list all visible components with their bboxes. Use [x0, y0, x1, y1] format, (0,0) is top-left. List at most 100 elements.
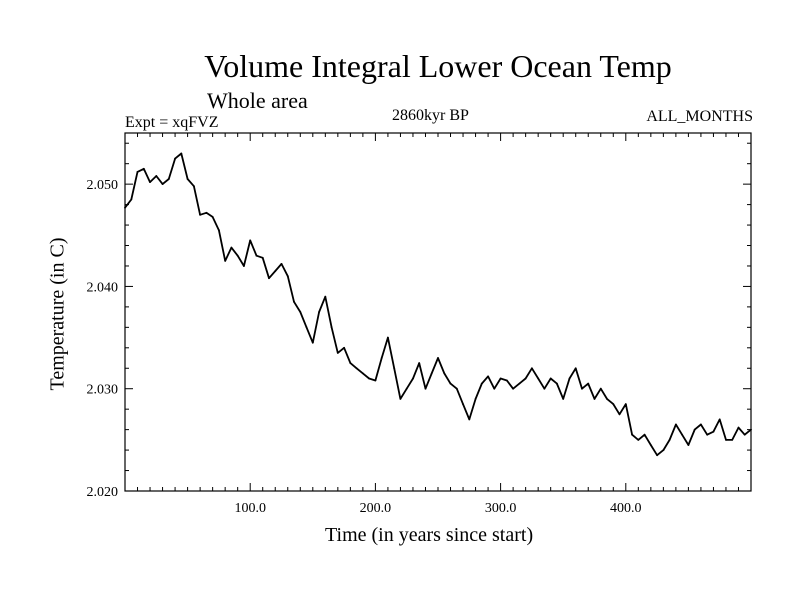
x-tick-label: 200.0: [360, 501, 392, 516]
data-point: [700, 423, 702, 426]
data-point: [205, 211, 208, 214]
data-point: [656, 454, 658, 457]
data-point: [599, 387, 602, 390]
data-point: [531, 367, 533, 370]
data-point: [499, 377, 502, 380]
data-point: [230, 246, 233, 249]
y-tick-label: 2.040: [87, 280, 119, 295]
data-point: [261, 256, 264, 259]
data-point: [218, 229, 220, 232]
data-point: [405, 387, 408, 390]
data-point: [718, 418, 721, 421]
data-point: [268, 277, 270, 280]
data-point: [355, 367, 358, 370]
data-point: [631, 433, 633, 436]
data-point: [687, 444, 690, 446]
data-point: [167, 178, 170, 180]
data-point: [193, 185, 195, 188]
data-point: [518, 382, 521, 385]
data-point: [512, 387, 514, 390]
data-point: [318, 311, 320, 313]
data-point: [243, 265, 245, 267]
data-point: [180, 152, 183, 155]
y-tick-label: 2.030: [87, 383, 119, 398]
series-group: [124, 152, 752, 457]
experiment-label: Expt = xqFVZ: [125, 114, 219, 131]
data-point: [637, 439, 640, 441]
data-point: [537, 377, 540, 380]
data-point: [330, 326, 333, 329]
chart-title: Volume Integral Lower Ocean Temp: [204, 48, 672, 84]
data-point: [293, 300, 295, 303]
chart-subtitle: Whole area: [207, 88, 308, 113]
axis-ticks: [125, 133, 751, 491]
x-axis-label: Time (in years since start): [325, 524, 534, 546]
data-point: [274, 270, 277, 272]
data-point: [380, 357, 383, 359]
data-point: [424, 387, 427, 390]
data-point: [568, 377, 571, 380]
data-point: [430, 372, 433, 375]
data-point: [606, 398, 608, 400]
data-point: [142, 167, 145, 170]
data-point: [662, 449, 665, 451]
data-point: [480, 382, 483, 385]
data-point: [468, 418, 471, 421]
data-point: [668, 439, 671, 441]
data-point: [224, 260, 227, 262]
data-point: [574, 367, 577, 370]
data-point: [455, 387, 458, 390]
data-point: [624, 403, 627, 405]
data-point: [186, 178, 189, 180]
data-point: [255, 254, 258, 257]
data-point: [374, 379, 377, 382]
data-point: [286, 275, 289, 278]
data-point: [506, 379, 508, 382]
data-point: [362, 372, 364, 375]
data-point: [593, 398, 596, 400]
months-label: ALL_MONTHS: [646, 108, 753, 125]
data-point: [161, 183, 164, 186]
data-point: [524, 377, 527, 380]
time-period-label: 2860kyr BP: [392, 107, 469, 124]
data-point: [236, 254, 239, 257]
data-point: [493, 387, 496, 390]
x-tick-label: 400.0: [610, 501, 642, 516]
data-point: [124, 206, 126, 209]
data-point: [618, 413, 621, 416]
data-point: [437, 357, 439, 359]
axis-tick-labels: 100.0 200.0 300.0 400.0 2.020 2.030 2.040 2.050: [87, 178, 642, 516]
data-point: [750, 428, 752, 431]
data-point: [336, 352, 339, 354]
data-point: [443, 372, 446, 375]
data-point: [693, 428, 696, 431]
data-point: [706, 433, 709, 436]
data-point: [155, 175, 158, 177]
y-tick-label: 2.020: [87, 485, 119, 500]
data-point: [136, 171, 139, 173]
data-point: [280, 263, 283, 265]
data-point: [743, 433, 746, 436]
data-point: [130, 198, 133, 201]
data-point: [712, 430, 715, 433]
data-point: [543, 387, 546, 390]
data-point: [199, 213, 202, 216]
data-point: [393, 367, 396, 370]
series-line: [124, 152, 752, 457]
x-tick-label: 300.0: [485, 501, 517, 516]
data-point: [737, 426, 740, 429]
data-point: [174, 157, 177, 160]
data-point: [587, 382, 590, 385]
data-point: [349, 362, 352, 364]
data-point: [368, 377, 370, 380]
x-tick-label: 100.0: [234, 501, 266, 516]
data-point: [462, 403, 464, 405]
data-point: [418, 362, 421, 364]
y-tick-label: 2.050: [87, 178, 119, 193]
data-point: [487, 375, 489, 378]
data-point: [449, 382, 452, 385]
data-point: [549, 377, 552, 380]
data-point: [562, 398, 565, 400]
data-point: [556, 382, 558, 385]
data-point: [412, 377, 414, 380]
